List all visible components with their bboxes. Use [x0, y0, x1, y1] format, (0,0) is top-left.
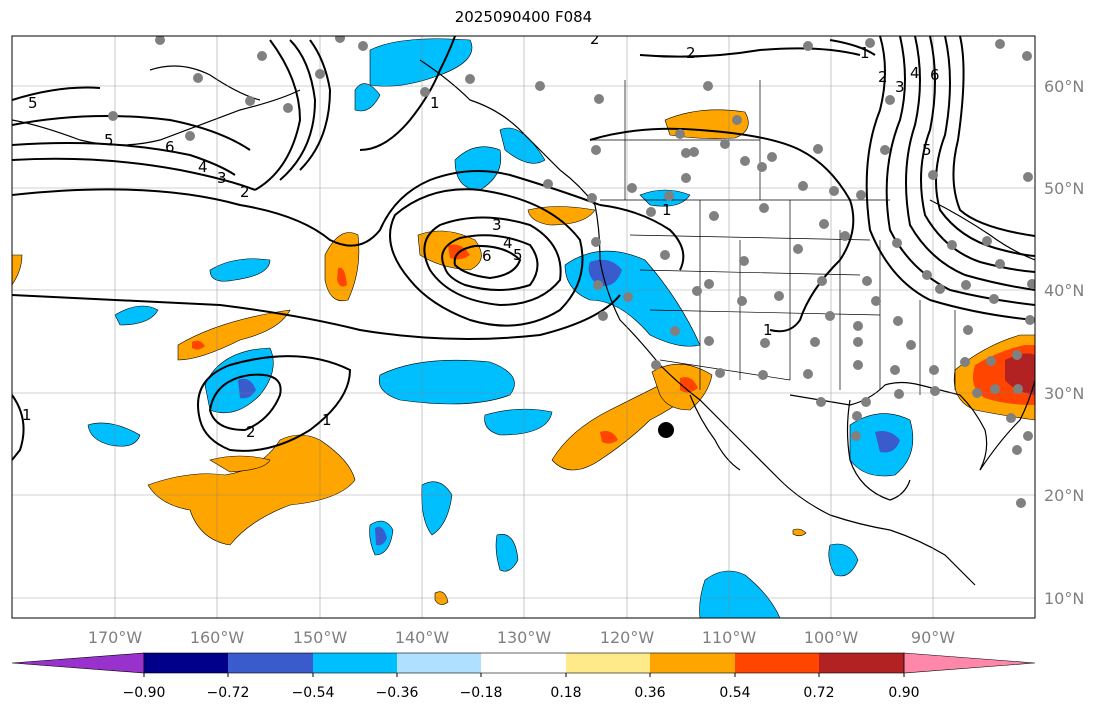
- colorbar-segment: [735, 653, 819, 673]
- contour-label: 4: [910, 64, 920, 82]
- station-markers: [108, 36, 1035, 508]
- colorbar-segment: [228, 653, 313, 673]
- contour-label: 4: [503, 234, 513, 252]
- contour-label: 6: [482, 247, 492, 265]
- darkred-core: [1005, 353, 1035, 395]
- contour-label: 5: [513, 246, 523, 264]
- map-frame: [11, 35, 1036, 619]
- contour-label: 1: [322, 411, 332, 429]
- colorbar-segment: [397, 653, 481, 673]
- contour-label: 2: [590, 30, 600, 48]
- colorbar-tick: 0.72: [803, 685, 834, 701]
- colorbar-segment: [144, 653, 228, 673]
- contour-label: 5: [104, 131, 114, 149]
- lon-label: 110°W: [702, 628, 757, 647]
- contour-label: 5: [28, 94, 38, 112]
- colorbar-high-extension: [903, 652, 1036, 674]
- contour-label: 6: [930, 66, 940, 84]
- colorbar: −0.90 −0.72 −0.54 −0.36 −0.18 0.18 0.36 …: [11, 652, 1036, 701]
- contour-label: 1: [860, 44, 870, 62]
- colorbar-segment: [819, 653, 904, 673]
- lon-label: 140°W: [395, 628, 450, 647]
- map-background: [12, 36, 1035, 618]
- colorbar-tick: 0.54: [719, 685, 750, 701]
- contour-label: 1: [763, 321, 773, 339]
- dark-blue-cores: [238, 259, 900, 546]
- colorbar-segment: [650, 653, 735, 673]
- highlight-location-marker: [658, 422, 674, 438]
- contour-label: 2: [686, 44, 696, 62]
- lat-label: 40°N: [1044, 281, 1084, 300]
- orange-anomaly-regions: [12, 109, 1035, 605]
- lat-label: 30°N: [1044, 384, 1084, 403]
- lon-label: 160°W: [190, 628, 245, 647]
- lon-label: 120°W: [600, 628, 655, 647]
- colorbar-tick: 0.18: [550, 685, 581, 701]
- contour-label: 2: [878, 68, 888, 86]
- colorbar-tick: −0.72: [207, 685, 250, 701]
- contour-label: 2: [246, 423, 256, 441]
- lon-label: 170°W: [88, 628, 143, 647]
- contour-label: 3: [895, 78, 905, 96]
- colorbar-tick: −0.90: [123, 685, 166, 701]
- colorbar-segment: [313, 653, 397, 673]
- lat-label: 60°N: [1044, 77, 1084, 96]
- map-title: 2025090400 F084: [454, 8, 593, 26]
- colorbar-tick: −0.54: [292, 685, 335, 701]
- colorbar-segment: [481, 653, 566, 673]
- gridlines: [12, 36, 1035, 618]
- colorbar-tick: 0.90: [888, 685, 919, 701]
- colorbar-tick: 0.36: [634, 685, 665, 701]
- contour-label: 3: [492, 216, 502, 234]
- lon-label: 100°W: [804, 628, 859, 647]
- colorbar-segment: [566, 653, 650, 673]
- contour-label: 5: [922, 141, 932, 159]
- contour-labels: 5 5 6 4 3 2 3 4 5 6 1 2 1 1 2 1 1 2 3 4 …: [22, 30, 940, 441]
- contour-label: 4: [198, 158, 208, 176]
- colorbar-tick: −0.18: [460, 685, 503, 701]
- contour-label: 3: [217, 169, 227, 187]
- lat-label: 10°N: [1044, 589, 1084, 608]
- contour-label: 2: [240, 183, 250, 201]
- contour-label: 6: [165, 138, 175, 156]
- longitude-axis: 170°W 160°W 150°W 140°W 130°W 120°W 110°…: [88, 628, 955, 647]
- lon-label: 90°W: [911, 628, 955, 647]
- colorbar-low-extension: [11, 652, 145, 674]
- lon-label: 150°W: [293, 628, 348, 647]
- latitude-axis: 60°N 50°N 40°N 30°N 20°N 10°N: [1044, 77, 1084, 608]
- lat-label: 50°N: [1044, 179, 1084, 198]
- colorbar-tick: −0.36: [376, 685, 419, 701]
- lat-label: 20°N: [1044, 486, 1084, 505]
- lon-label: 130°W: [497, 628, 552, 647]
- contour-label: 1: [430, 94, 440, 112]
- contour-label: 1: [22, 406, 32, 424]
- contour-label: 1: [662, 201, 672, 219]
